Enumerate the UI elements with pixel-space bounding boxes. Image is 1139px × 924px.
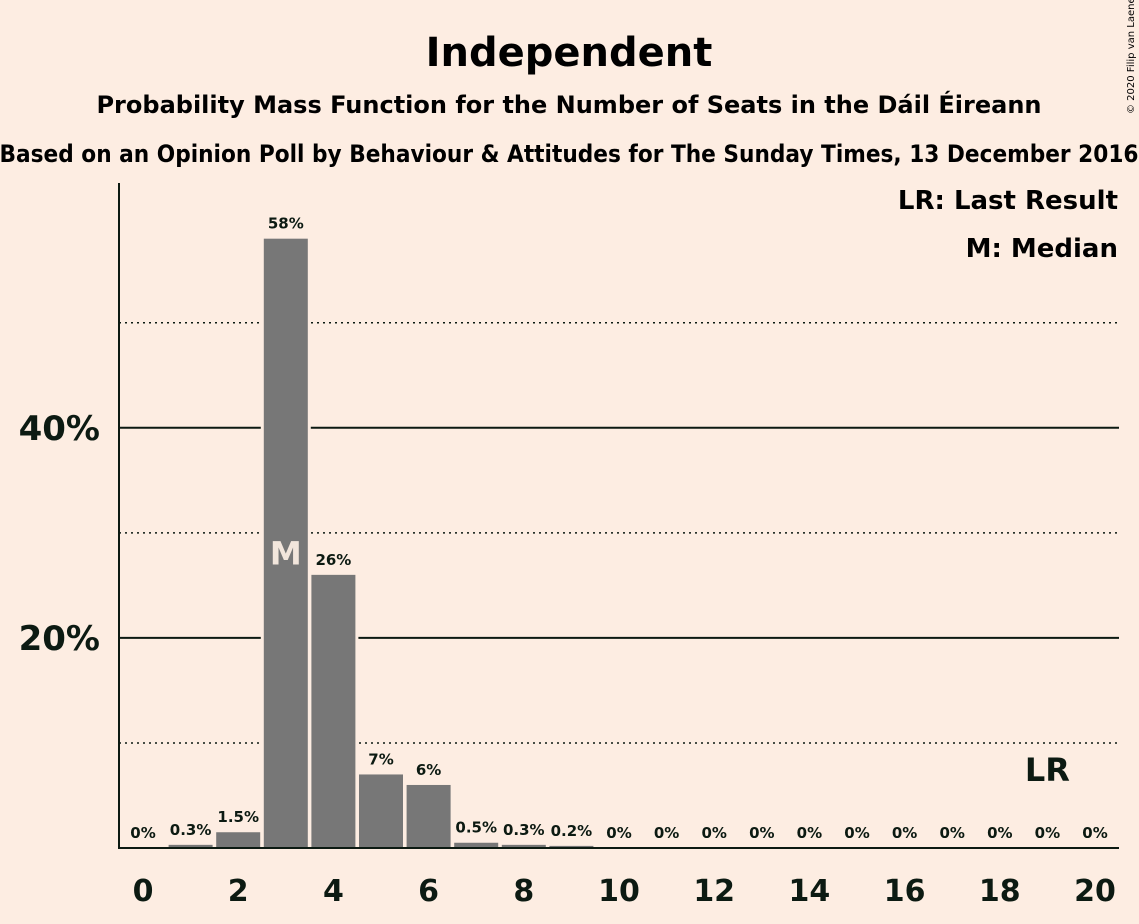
bar [454,842,499,848]
legend-last-result: LR: Last Result [898,186,1118,216]
last-result-marker: LR [1025,751,1070,789]
data-labels: 0% 0.3% 1.5% 58% 26% 7% 6% 0.5% 0.3% 0.2% 0% 0% 0% 0%… [130,215,1107,842]
x-tick-label: 12 [693,874,735,909]
x-tick-label: 2 [228,874,249,909]
data-label: 0% [844,824,869,842]
x-tick-label: 4 [323,874,344,909]
bar [168,844,213,848]
bar [311,574,356,848]
bar [359,774,403,848]
data-label: 7% [368,750,393,768]
data-label: 0% [892,824,917,842]
median-marker: M [270,534,302,572]
x-tick-label: 6 [418,874,439,909]
tick-labels: 0 2 4 6 8 10 12 14 16 18 20 20% 40% [19,409,1116,909]
data-label: 1.5% [217,808,259,826]
y-tick-label: 40% [19,409,100,449]
bar [263,238,308,848]
x-tick-label: 20 [1074,874,1116,909]
data-label: 26% [315,551,351,569]
data-label: 6% [416,761,441,779]
bar [501,844,546,848]
bar [549,845,594,848]
x-tick-label: 18 [979,874,1021,909]
x-tick-label: 16 [884,874,926,909]
x-tick-label: 14 [789,874,831,909]
legend-median: M: Median [966,234,1118,264]
y-tick-label: 20% [19,619,100,659]
x-tick-label: 8 [513,874,534,909]
axes [118,183,1119,849]
data-label: 0.5% [455,819,497,837]
x-tick-label: 0 [133,874,154,909]
data-label: 0% [130,824,155,842]
data-label: 0% [797,824,822,842]
data-label: 0% [701,824,726,842]
x-tick-label: 10 [598,874,640,909]
data-label: 58% [268,215,304,233]
data-label: 0% [1082,824,1107,842]
data-label: 0% [654,824,679,842]
chart-subtitle-source: Based on an Opinion Poll by Behaviour & … [0,140,1139,168]
chart-title: Independent [426,30,713,76]
data-label: 0% [939,824,964,842]
data-label: 0.3% [170,821,212,839]
bars [168,236,594,848]
data-label: 0% [606,824,631,842]
bar [216,832,261,848]
data-label: 0% [749,824,774,842]
copyright: © 2020 Filip van Laenen [1126,0,1137,114]
data-label: 0.2% [551,822,593,840]
bar [406,784,451,848]
data-label: 0.3% [503,821,545,839]
data-label: 0% [1035,824,1060,842]
data-label: 0% [987,824,1012,842]
chart-subtitle: Probability Mass Function for the Number… [96,90,1041,119]
